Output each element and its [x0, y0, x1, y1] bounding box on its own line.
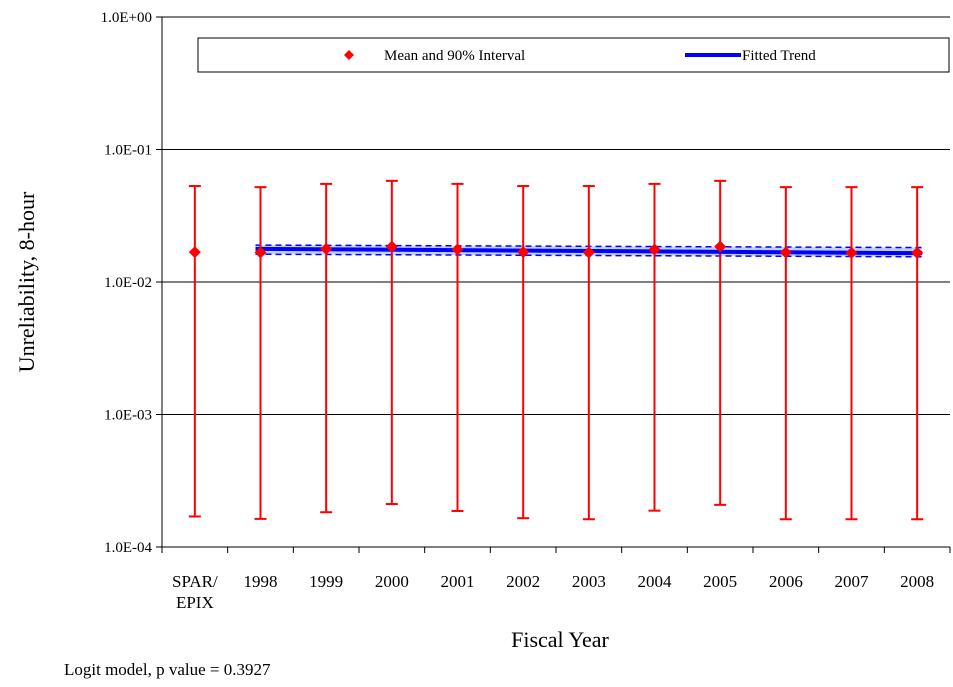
- x-tick-label-6: 2003: [572, 572, 606, 591]
- x-axis-label: Fiscal Year: [511, 627, 609, 652]
- legend-label-mean: Mean and 90% Interval: [384, 48, 525, 64]
- axes: [156, 16, 951, 553]
- y-tick-label-1: 1.0E-01: [104, 143, 152, 159]
- mean-point-4: [451, 243, 464, 256]
- x-tick-label-10: 2007: [835, 572, 870, 591]
- y-axis-label: Unreliability, 8-hour: [14, 191, 39, 372]
- mean-point-11: [911, 246, 924, 259]
- mean-point-9: [779, 246, 792, 259]
- x-tick-label-9: 2006: [769, 572, 803, 591]
- grid-lines: [162, 16, 950, 548]
- x-tick-label-1: 1998: [244, 572, 278, 591]
- y-tick-labels: 1.0E+00 1.0E-01 1.0E-02 1.0E-03 1.0E-04: [101, 10, 153, 556]
- mean-point-8: [714, 240, 727, 253]
- mean-point-0: [188, 246, 201, 259]
- x-tick-label-4: 2001: [441, 572, 475, 591]
- x-tick-label-0-line2: EPIX: [176, 593, 214, 612]
- legend-marker-mean: [344, 50, 354, 60]
- x-tick-label-0: SPAR/: [172, 572, 218, 591]
- error-bars: [188, 179, 924, 521]
- mean-points: [188, 240, 924, 259]
- x-tick-labels: SPAR/EPIX 1998 1999 2000 2001 2002 2003 2004 200…: [172, 572, 934, 612]
- legend: Mean and 90% Interval Fitted Trend: [197, 37, 950, 73]
- x-tick-label-5: 2002: [506, 572, 540, 591]
- mean-point-1: [254, 246, 267, 259]
- mean-point-3: [385, 240, 398, 253]
- y-tick-label-4: 1.0E-04: [104, 540, 152, 556]
- y-tick-label-2: 1.0E-02: [104, 275, 152, 291]
- mean-point-2: [320, 242, 333, 255]
- mean-point-7: [648, 243, 661, 256]
- mean-point-5: [517, 246, 530, 259]
- y-tick-label-0: 1.0E+00: [101, 10, 152, 26]
- y-tick-label-3: 1.0E-03: [104, 408, 152, 424]
- mean-point-10: [845, 246, 858, 259]
- legend-label-trend: Fitted Trend: [742, 48, 816, 64]
- x-tick-label-8: 2005: [703, 572, 737, 591]
- x-tick-label-2: 1999: [309, 572, 343, 591]
- model-note: Logit model, p value = 0.3927: [64, 660, 271, 679]
- mean-point-6: [582, 246, 595, 259]
- x-tick-label-11: 2008: [900, 572, 934, 591]
- x-tick-label-3: 2000: [375, 572, 409, 591]
- x-tick-label-7: 2004: [638, 572, 673, 591]
